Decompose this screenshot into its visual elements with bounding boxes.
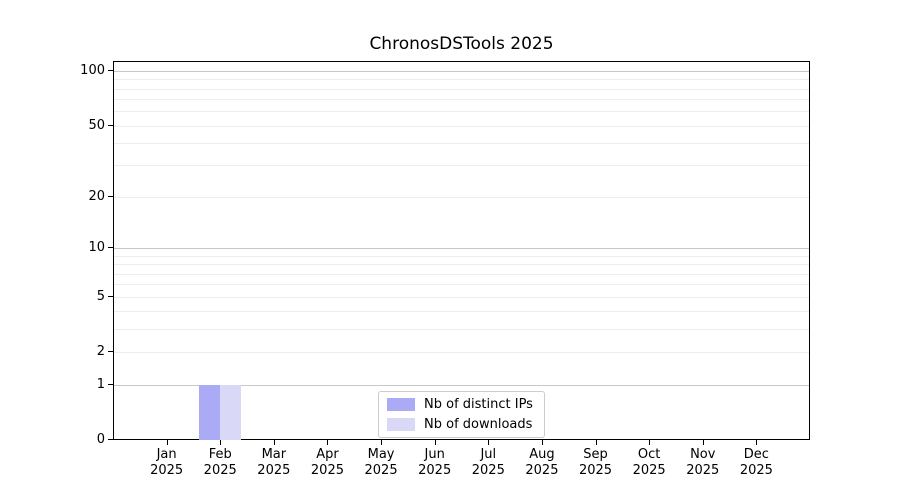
x-tick-label: May 2025 <box>364 447 398 478</box>
major-gridline <box>114 248 809 250</box>
x-tick-mark <box>702 440 704 445</box>
minor-gridline <box>114 352 809 354</box>
x-tick-mark <box>273 440 275 445</box>
minor-gridline <box>114 99 809 101</box>
major-gridline <box>114 71 809 72</box>
bar-nb-of-distinct-ips <box>199 384 221 440</box>
y-tick-mark <box>108 195 113 197</box>
y-tick-label: 50 <box>88 117 105 133</box>
minor-gridline <box>114 111 809 113</box>
x-tick-mark <box>381 440 383 445</box>
x-tick-mark <box>488 440 490 445</box>
minor-gridline <box>114 165 809 167</box>
x-tick-mark <box>756 440 758 445</box>
x-tick-label: Apr 2025 <box>310 447 344 478</box>
minor-gridline <box>114 273 809 275</box>
minor-gridline <box>114 88 809 90</box>
minor-gridline <box>114 311 809 313</box>
minor-gridline <box>114 329 809 331</box>
y-tick-label: 10 <box>88 240 105 256</box>
plot-area <box>113 61 810 440</box>
minor-gridline <box>114 79 809 81</box>
x-tick-label: Aug 2025 <box>525 447 559 478</box>
minor-gridline <box>114 296 809 298</box>
legend-swatch <box>387 418 415 431</box>
minor-gridline <box>114 125 809 127</box>
x-tick-mark <box>166 440 168 445</box>
x-tick-label: Mar 2025 <box>257 447 291 478</box>
minor-gridline <box>114 284 809 286</box>
x-tick-label: Jun 2025 <box>418 447 452 478</box>
x-tick-label: Sep 2025 <box>578 447 613 478</box>
legend: Nb of distinct IPs Nb of downloads <box>378 391 545 438</box>
legend-swatch <box>387 398 415 411</box>
minor-gridline <box>114 143 809 145</box>
legend-label: Nb of distinct IPs <box>424 397 533 412</box>
chart-title: ChronosDSTools 2025 <box>369 34 554 54</box>
legend-label: Nb of downloads <box>424 417 533 432</box>
x-tick-mark <box>434 440 436 445</box>
x-tick-mark <box>220 440 222 445</box>
bar-nb-of-downloads <box>220 384 242 440</box>
y-tick-label: 1 <box>96 376 105 392</box>
y-tick-mark <box>108 295 113 297</box>
y-tick-mark <box>108 70 113 71</box>
x-tick-label: Nov 2025 <box>686 447 720 478</box>
x-tick-mark <box>541 440 543 445</box>
y-tick-mark <box>108 351 113 353</box>
y-tick-mark <box>108 247 113 249</box>
x-tick-mark <box>649 440 651 445</box>
legend-row: Nb of distinct IPs <box>387 397 536 412</box>
x-tick-label: Jul 2025 <box>471 447 505 478</box>
y-tick-label: 5 <box>96 288 105 304</box>
x-tick-mark <box>595 440 597 445</box>
y-tick-mark <box>108 383 113 385</box>
y-tick-label: 100 <box>80 63 105 78</box>
y-tick-label: 20 <box>88 188 105 204</box>
x-tick-label: Feb 2025 <box>203 447 237 478</box>
major-gridline <box>114 384 809 386</box>
y-tick-label: 0 <box>96 432 105 447</box>
minor-gridline <box>114 196 809 198</box>
legend-row: Nb of downloads <box>387 417 536 432</box>
x-tick-label: Oct 2025 <box>632 447 666 478</box>
minor-gridline <box>114 264 809 266</box>
y-tick-mark <box>108 439 113 440</box>
x-tick-label: Dec 2025 <box>739 447 773 478</box>
y-tick-label: 2 <box>96 344 105 360</box>
x-tick-mark <box>327 440 329 445</box>
x-tick-label: Jan 2025 <box>150 447 184 478</box>
minor-gridline <box>114 255 809 257</box>
y-tick-mark <box>108 124 113 126</box>
